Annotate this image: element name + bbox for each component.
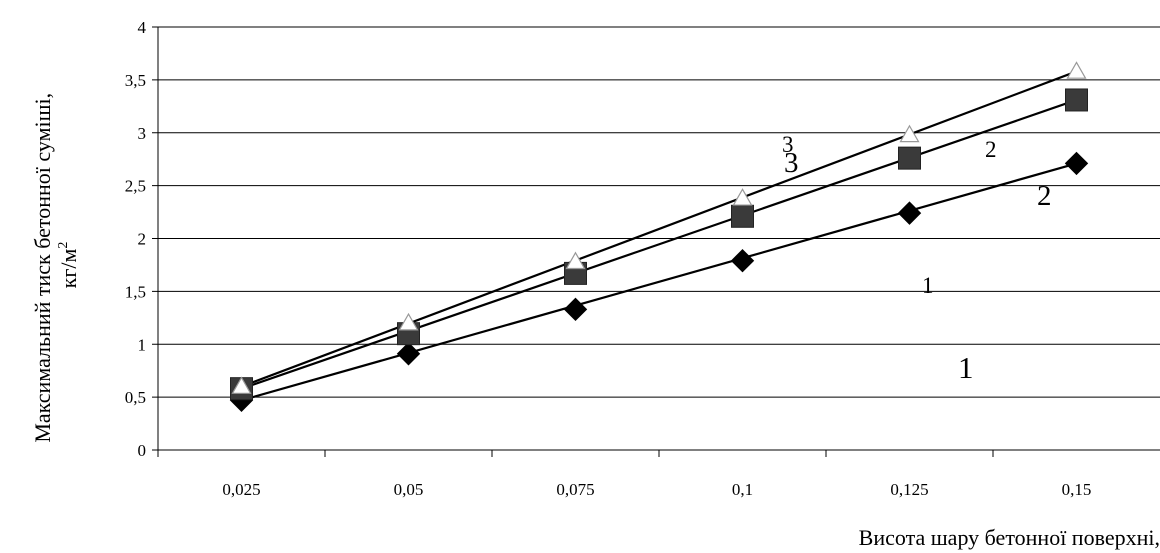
triangle-marker: [565, 251, 586, 270]
y-tick-label: 3: [138, 124, 147, 143]
x-tick-label: 0,1: [732, 480, 753, 499]
grid-lines: [158, 26, 1160, 398]
triangle-marker: [398, 312, 419, 331]
y-tick-label: 0,5: [125, 388, 146, 407]
square-marker: [731, 204, 754, 228]
y-axis-unit-superscript: 2: [56, 242, 71, 249]
series-annotation-3b: 3: [784, 147, 799, 179]
series-annotation-2a: 2: [985, 137, 997, 162]
triangle-marker: [1066, 61, 1087, 79]
square-marker: [1065, 88, 1088, 112]
y-axis-title-line1: Максимальний тиск бетонної суміші,: [30, 93, 55, 443]
y-axis-title: Максимальний тиск бетонної суміші, кг/м2: [30, 87, 81, 442]
series-annotation-1a: 1: [922, 273, 934, 298]
y-tick-label: 2: [138, 230, 147, 249]
y-tick-label: 3,5: [125, 71, 146, 90]
triangle-marker: [732, 188, 753, 206]
x-tick-label: 0,075: [556, 480, 594, 499]
series-annotation-3a: 3: [782, 132, 794, 157]
axes: [152, 26, 1160, 457]
diamond-marker: [897, 201, 922, 225]
triangle-marker: [899, 124, 920, 143]
y-axis-title-line2: кг/м2: [56, 242, 81, 289]
series-line: [241, 70, 1077, 388]
x-tick-label: 0,125: [890, 480, 928, 499]
series-annotation-2b: 2: [1037, 180, 1052, 212]
triangle-marker: [231, 376, 252, 394]
x-tick-label: 0,15: [1062, 480, 1092, 499]
series-lines: [241, 70, 1077, 402]
diamond-marker: [1064, 151, 1089, 176]
series-line: [241, 98, 1077, 390]
diamond-marker: [730, 249, 755, 273]
x-axis-title: Висота шару бетонної поверхні,: [859, 525, 1160, 550]
series-annotation-1b: 1: [958, 350, 974, 385]
y-tick-label: 0: [138, 441, 147, 460]
series-markers: [229, 61, 1089, 413]
y-axis-unit: кг/м: [56, 249, 81, 289]
y-tick-labels: 0 0,5 1 1,5 2 2,5 3 3,5 4: [125, 18, 147, 460]
y-tick-label: 1: [138, 335, 147, 354]
y-tick-label: 2,5: [125, 177, 146, 196]
diamond-marker: [563, 297, 588, 322]
x-tick-labels: 0,025 0,05 0,075 0,1 0,125 0,15: [222, 480, 1091, 499]
y-tick-label: 1,5: [125, 282, 146, 301]
square-marker: [898, 146, 921, 170]
y-tick-label: 4: [138, 18, 147, 37]
series-line: [241, 162, 1077, 402]
x-tick-label: 0,025: [222, 480, 260, 499]
x-tick-label: 0,05: [394, 480, 424, 499]
diamond-marker: [396, 342, 421, 366]
